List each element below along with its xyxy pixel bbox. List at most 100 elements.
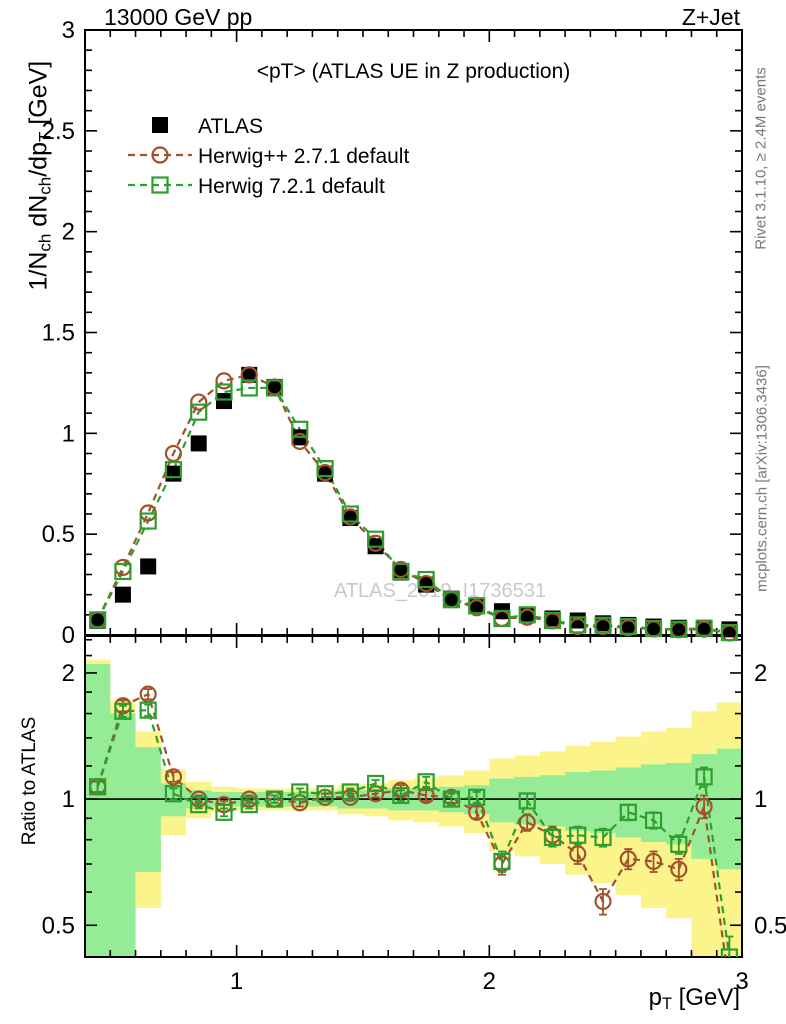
data-marker-herwig7 <box>114 562 132 581</box>
ratio-marker-herwig7 <box>442 790 461 808</box>
ratio-marker-herwigpp <box>417 786 435 805</box>
data-marker-herwig7 <box>695 619 713 637</box>
data-marker-herwig7 <box>518 606 536 624</box>
ratio-marker-herwigpp <box>695 797 713 816</box>
data-marker-herwig7 <box>543 611 562 630</box>
ratio-marker-herwig7 <box>366 774 385 793</box>
legend-label-0: ATLAS <box>198 115 263 138</box>
ratio-marker-herwig7 <box>569 826 587 844</box>
ratio-marker-herwig7 <box>644 811 663 829</box>
ratio-y-tick-label-right: 2 <box>754 660 767 687</box>
data-marker-atlas <box>241 366 258 383</box>
legend-marker-herwig7 <box>151 176 169 194</box>
legend-label-2: Herwig 7.2.1 default <box>198 175 385 198</box>
ratio-marker-herwigpp <box>164 768 183 786</box>
ratio-marker-herwigpp <box>569 845 587 863</box>
data-marker-herwig7 <box>392 562 410 581</box>
data-marker-atlas <box>114 586 131 603</box>
data-marker-herwigpp <box>240 366 258 384</box>
x-tick-label: 3 <box>735 968 748 995</box>
legend-marker-atlas <box>152 117 168 133</box>
ratio-marker-herwig7 <box>695 768 713 786</box>
ratio-marker-herwigpp <box>670 860 688 878</box>
data-marker-herwig7 <box>215 383 233 401</box>
legend-label-1: Herwig++ 2.7.1 default <box>198 145 409 168</box>
ratio-marker-herwig7 <box>316 785 334 803</box>
data-marker-herwig7 <box>341 505 359 523</box>
data-marker-herwig7 <box>644 619 663 638</box>
data-marker-herwig7 <box>265 379 284 397</box>
data-marker-atlas <box>266 378 283 395</box>
legend-marker-herwigpp <box>151 146 169 164</box>
data-marker-herwig7 <box>594 616 612 634</box>
ratio-line-herwig7 <box>96 709 731 957</box>
ratio-marker-herwig7 <box>240 796 258 814</box>
ratio-marker-herwig7 <box>417 773 435 791</box>
data-marker-atlas <box>140 558 157 575</box>
data-marker-herwig7 <box>493 609 511 628</box>
ratio-y-tick-label: 2 <box>62 660 75 687</box>
data-marker-atlas <box>215 393 232 410</box>
data-marker-herwig7 <box>720 623 738 642</box>
data-marker-herwig7 <box>366 530 385 548</box>
data-marker-herwig7 <box>569 616 587 634</box>
y-tick-label: 2 <box>62 219 75 246</box>
ratio-marker-herwig7 <box>164 785 183 803</box>
ratio-marker-herwigpp <box>644 852 663 871</box>
data-marker-herwig7 <box>89 611 107 629</box>
data-marker-herwig7 <box>291 420 309 438</box>
data-marker-herwigpp <box>215 372 233 390</box>
data-marker-herwig7 <box>190 403 208 421</box>
x-axis-label: pT [GeV] <box>648 984 740 1014</box>
data-marker-atlas <box>190 435 207 452</box>
ratio-marker-herwigpp <box>619 850 637 868</box>
ratio-marker-herwig7 <box>594 828 612 847</box>
ratio-marker-herwig7 <box>518 792 536 810</box>
ratio-marker-herwig7 <box>291 783 309 801</box>
y-tick-label: 3 <box>62 17 75 44</box>
ratio-marker-herwig7 <box>670 835 688 853</box>
ratio-marker-herwig7 <box>215 803 233 821</box>
data-marker-herwigpp <box>164 444 183 463</box>
x-tick-label: 2 <box>483 968 496 995</box>
ratio-marker-herwig7 <box>468 788 486 806</box>
ratio-marker-herwig7 <box>543 828 562 847</box>
main-panel-frame <box>84 29 743 636</box>
ratio-marker-herwig7 <box>392 786 410 805</box>
y-tick-label: 1.5 <box>42 320 75 347</box>
ratio-y-tick-label: 1 <box>62 786 75 813</box>
data-marker-atlas <box>165 465 182 482</box>
ratio-band-inner <box>85 664 742 957</box>
ratio-marker-herwig7 <box>114 702 132 720</box>
ratio-marker-herwig7 <box>341 783 359 801</box>
ratio-y-tick-label-right: 0.5 <box>754 912 786 939</box>
ratio-line-herwigpp <box>96 692 727 957</box>
ratio-marker-herwig7 <box>265 790 284 808</box>
y-tick-label: 1 <box>62 420 75 447</box>
plot-title: <pT> (ATLAS UE in Z production) <box>256 60 571 83</box>
ratio-marker-herwig7 <box>619 803 637 821</box>
data-marker-herwigpp <box>291 432 309 450</box>
x-tick-label: 1 <box>230 968 243 995</box>
ratio-marker-herwig7 <box>89 778 107 796</box>
ratio-marker-herwig7 <box>493 852 511 871</box>
data-marker-herwig7 <box>417 570 435 589</box>
ratio-y-tick-label-right: 1 <box>754 786 767 813</box>
data-marker-herwig7 <box>670 620 688 638</box>
data-marker-herwigpp <box>190 393 208 411</box>
data-marker-atlas <box>696 620 713 637</box>
data-marker-herwig7 <box>442 591 461 609</box>
data-marker-herwig7 <box>139 512 157 530</box>
data-marker-herwig7 <box>468 597 486 615</box>
ratio-marker-herwig7 <box>720 948 738 957</box>
data-marker-herwig7 <box>240 379 258 397</box>
ratio-series-group <box>89 685 738 957</box>
ratio-y-tick-label: 0.5 <box>42 912 75 939</box>
ratio-marker-herwig7 <box>139 701 157 719</box>
ratio-marker-herwigpp <box>594 892 612 911</box>
data-marker-herwig7 <box>619 617 637 636</box>
y-tick-label: 2.5 <box>42 118 75 145</box>
header-process-label: Z+Jet <box>681 4 740 30</box>
data-marker-herwig7 <box>164 461 183 479</box>
